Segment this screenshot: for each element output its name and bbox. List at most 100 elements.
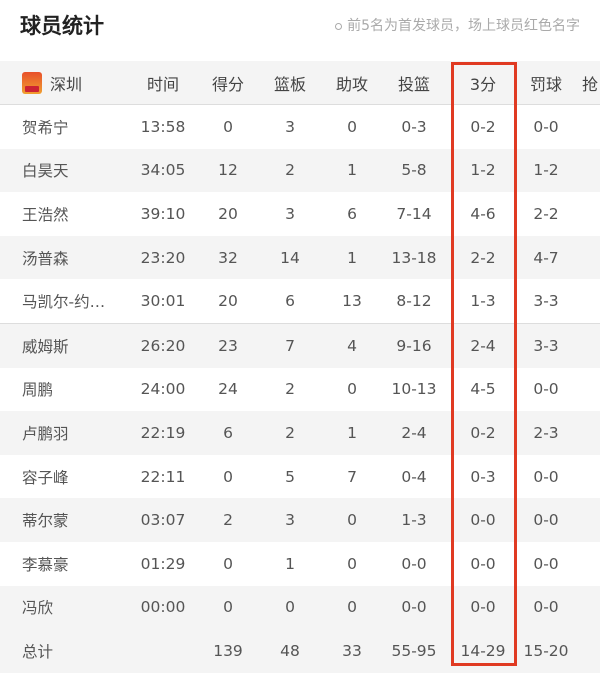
player-name[interactable]: 白昊天	[22, 162, 69, 181]
col-header[interactable]: 时间	[146, 74, 179, 94]
table-header: 深圳 时间 得分 篮板 助攻 投篮 3分 罚球 抢	[0, 61, 600, 105]
stat-cell: 2	[285, 380, 295, 399]
total-label: 总计	[22, 642, 54, 661]
stat-cell: 0-4	[401, 467, 427, 486]
stat-cell: 00:00	[140, 598, 186, 617]
player-name[interactable]: 容子峰	[22, 468, 69, 487]
stat-cell: 0-2	[470, 117, 496, 136]
col-header[interactable]: 罚球	[529, 74, 562, 94]
stat-cell: 1-3	[470, 292, 496, 311]
stat-cell: 1-3	[401, 511, 427, 530]
stat-cell: 1-2	[533, 161, 559, 180]
player-name[interactable]: 王浩然	[22, 205, 69, 224]
stat-cell: 0	[347, 380, 357, 399]
stat-cell: 4-6	[470, 204, 496, 223]
player-row[interactable]: 汤普森 23:20 32 14 1 13-18 2-2 4-7	[0, 235, 600, 280]
stat-cell: 34:05	[140, 161, 186, 180]
player-row[interactable]: 马凯尔-约… 30:01 20 6 13 8-12 1-3 3-3	[0, 279, 600, 323]
stat-cell: 0-0	[533, 467, 559, 486]
stat-cell: 0-0	[470, 554, 496, 573]
player-row[interactable]: 冯欣 00:00 0 0 0 0-0 0-0 0-0	[0, 585, 600, 630]
stat-cell: 10-13	[391, 380, 437, 399]
team-header[interactable]: 深圳	[22, 61, 132, 104]
player-row[interactable]: 王浩然 39:10 20 3 6 7-14 4-6 2-2	[0, 192, 600, 236]
stat-cell: 13	[342, 292, 362, 311]
note-text: 前5名为首发球员，场上球员红色名字	[347, 18, 580, 34]
stat-cell: 4-7	[533, 248, 559, 267]
col-header[interactable]: 得分	[211, 74, 244, 94]
stat-cell: 0	[347, 598, 357, 617]
stat-cell: 2	[223, 511, 233, 530]
col-header[interactable]: 助攻	[335, 74, 368, 94]
total-row: 总计 139 48 33 55-95 14-29 15-20	[0, 629, 600, 673]
player-name[interactable]: 李慕豪	[22, 555, 69, 574]
player-row[interactable]: 卢鹏羽 22:19 6 2 1 2-4 0-2 2-3	[0, 411, 600, 455]
stat-cell: 6	[347, 204, 357, 223]
stat-cell: 24:00	[140, 380, 186, 399]
col-header[interactable]: 抢	[582, 74, 599, 94]
total-cell: 55-95	[391, 641, 437, 660]
stat-cell: 0	[223, 598, 233, 617]
player-row[interactable]: 白昊天 34:05 12 2 1 5-8 1-2 1-2	[0, 148, 600, 193]
stat-cell: 14	[280, 248, 300, 267]
player-name[interactable]: 周鹏	[22, 381, 54, 400]
stat-cell: 23	[218, 336, 238, 355]
stat-cell: 0-0	[533, 511, 559, 530]
stat-cell: 0	[223, 117, 233, 136]
stat-cell: 0	[223, 554, 233, 573]
stat-cell: 32	[218, 248, 238, 267]
stat-cell: 0	[347, 117, 357, 136]
stat-cell: 23:20	[140, 248, 186, 267]
stat-cell: 0-0	[401, 554, 427, 573]
stat-cell: 2-2	[470, 248, 496, 267]
team-logo-icon	[22, 71, 42, 94]
stat-cell: 0	[223, 467, 233, 486]
stat-cell: 0-2	[470, 423, 496, 442]
stat-cell: 0	[347, 511, 357, 530]
col-header[interactable]: 篮板	[273, 74, 306, 94]
starter-note: 前5名为首发球员，场上球员红色名字	[335, 15, 580, 35]
player-name[interactable]: 马凯尔-约…	[22, 293, 106, 312]
player-row[interactable]: 周鹏 24:00 24 2 0 10-13 4-5 0-0	[0, 368, 600, 412]
stat-cell: 0-0	[533, 554, 559, 573]
player-name[interactable]: 威姆斯	[22, 337, 69, 356]
player-row[interactable]: 蒂尔蒙 03:07 2 3 0 1-3 0-0 0-0	[0, 498, 600, 542]
stat-cell: 39:10	[140, 204, 186, 223]
stat-cell: 0-3	[401, 117, 427, 136]
stat-cell: 4	[347, 336, 357, 355]
player-row[interactable]: 李慕豪 01:29 0 1 0 0-0 0-0 0-0	[0, 542, 600, 586]
stat-cell: 0-3	[470, 467, 496, 486]
stat-cell: 22:11	[140, 467, 186, 486]
stat-cell: 7	[285, 336, 295, 355]
player-name[interactable]: 贺希宁	[22, 118, 69, 137]
stat-cell: 0	[347, 554, 357, 573]
stat-cell: 7	[347, 467, 357, 486]
player-name[interactable]: 冯欣	[22, 599, 54, 618]
stat-cell: 30:01	[140, 292, 186, 311]
total-cell: 15-20	[523, 641, 569, 660]
player-row[interactable]: 容子峰 22:11 0 5 7 0-4 0-3 0-0	[0, 455, 600, 499]
stat-cell: 13-18	[391, 248, 437, 267]
stat-cell: 2-4	[470, 336, 496, 355]
total-cell: 33	[342, 641, 362, 660]
player-name[interactable]: 汤普森	[22, 249, 69, 268]
stat-cell: 20	[218, 292, 238, 311]
player-name[interactable]: 卢鹏羽	[22, 424, 69, 443]
stat-cell: 0	[285, 598, 295, 617]
stat-cell: 2	[285, 161, 295, 180]
stat-cell: 2-4	[401, 423, 427, 442]
stat-cell: 03:07	[140, 511, 186, 530]
stat-cell: 5-8	[401, 161, 427, 180]
stat-cell: 0-0	[401, 598, 427, 617]
stat-cell: 9-16	[396, 336, 432, 355]
stat-cell: 3	[285, 511, 295, 530]
player-name[interactable]: 蒂尔蒙	[22, 512, 69, 531]
player-row[interactable]: 威姆斯 26:20 23 7 4 9-16 2-4 3-3	[0, 322, 600, 368]
col-header[interactable]: 投篮	[397, 74, 430, 94]
stat-cell: 26:20	[140, 336, 186, 355]
col-header[interactable]: 3分	[469, 74, 497, 94]
stat-cell: 24	[218, 380, 238, 399]
player-row[interactable]: 贺希宁 13:58 0 3 0 0-3 0-2 0-0	[0, 105, 600, 149]
stat-cell: 20	[218, 204, 238, 223]
stat-cell: 2-3	[533, 423, 559, 442]
